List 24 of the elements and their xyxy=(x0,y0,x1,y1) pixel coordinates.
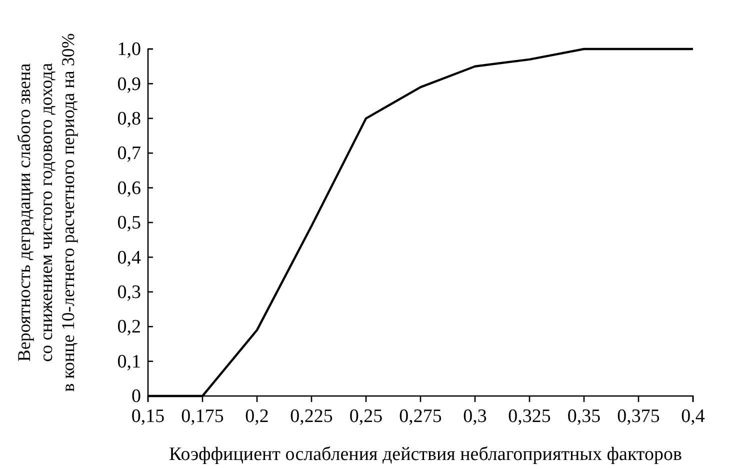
y-tick-label: 0,5 xyxy=(117,212,141,234)
y-tick-label: 0,8 xyxy=(117,108,141,130)
y-tick-label: 0,9 xyxy=(117,74,141,95)
y-tick-label: 0,1 xyxy=(117,351,141,372)
y-tick-label: 1,0 xyxy=(117,39,141,60)
x-tick-label: 0,325 xyxy=(508,406,551,428)
x-tick-label: 0,15 xyxy=(131,406,165,428)
y-tick-label: 0,2 xyxy=(117,316,141,338)
x-tick-label: 0,35 xyxy=(567,406,601,428)
y-tick-label: 0 xyxy=(132,386,141,408)
y-tick-label: 0,6 xyxy=(117,178,141,199)
y-axis-title: Вероятность деградации слабого звена со снижением чистого годового дохода в конце 10-летнего расчетного периода на 30% xyxy=(14,33,78,392)
x-tick-label: 0,4 xyxy=(681,406,706,428)
y-tick-label: 0,7 xyxy=(117,143,141,164)
x-axis-title: Коэффициент ослабления действия неблагоприятных факторов xyxy=(169,444,682,465)
x-tick-label: 0,3 xyxy=(463,406,487,428)
x-tick-label: 0,225 xyxy=(290,406,333,428)
x-tick-label: 0,375 xyxy=(617,406,660,428)
x-tick-label: 0,175 xyxy=(181,406,224,428)
x-tick-label: 0,2 xyxy=(245,406,269,428)
x-tick-label: 0,275 xyxy=(399,406,442,428)
y-tick-label: 0,4 xyxy=(117,247,142,268)
x-tick-label: 0,25 xyxy=(349,406,383,428)
y-tick-label: 0,3 xyxy=(117,282,141,303)
